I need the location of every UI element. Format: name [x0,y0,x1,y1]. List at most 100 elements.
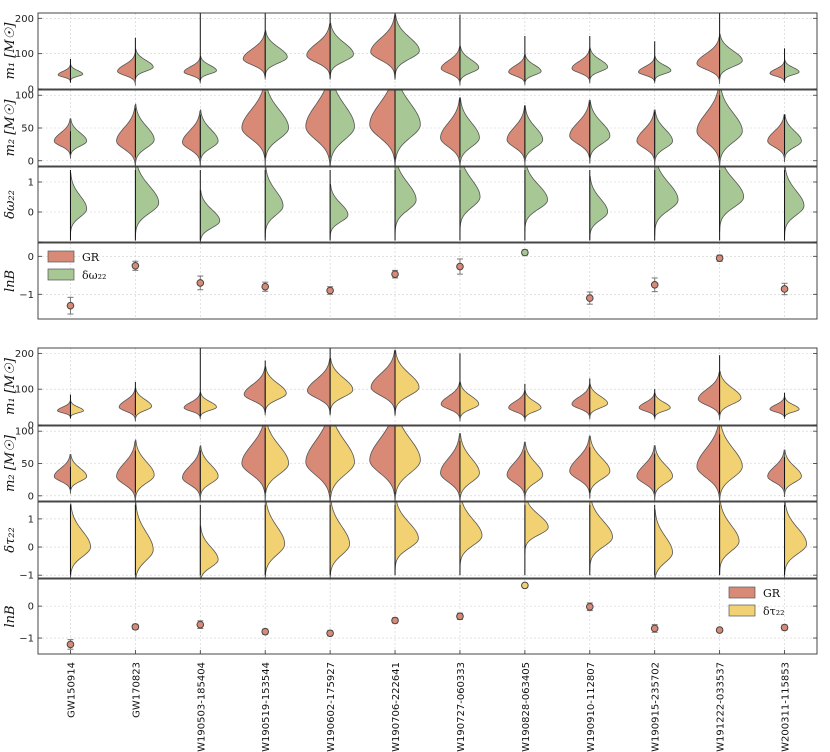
violin-right-GW190727-060333 [459,433,480,502]
violin-right-GW170823 [134,439,155,502]
y-tick-label: 1 [28,178,34,189]
x-tick-label-GW190602-175927: GW190602-175927 [326,662,337,752]
lnb-point-GW191222-033537 [715,254,724,263]
violin-right-GW190706-222641 [394,14,420,79]
violin-left-GW190503-185404 [183,392,201,420]
panel-frame [37,166,818,243]
violin-left-GW170823 [118,388,136,422]
violin-right-GW191222-033537 [719,166,745,233]
panel-frame [37,501,818,579]
violin-left-GW190602-175927 [305,425,331,502]
lnb-point-GW150914 [66,640,75,649]
violin-left-GW150914 [53,118,71,159]
x-tick-label-GW150914: GW150914 [66,662,77,718]
violin-left-GW190519-153544 [242,32,266,80]
violin-right-GW190519-153544 [264,425,289,501]
lnb-point-GW190910-112807 [585,294,594,302]
violin-left-GW170823 [117,52,136,86]
y-tick-label: −1 [19,634,34,645]
y-tick-label: 50 [21,459,34,470]
violin-left-GW190602-175927 [306,23,331,80]
x-tick-label-GW190828-063405: GW190828-063405 [521,662,532,752]
lnb-point-GW190503-185404 [196,620,205,629]
legend-label-gr: GR [763,587,781,600]
violin-right-GW190519-153544 [264,89,289,166]
violin-left-GW190828-063405 [506,105,526,166]
y-tick-label: 200 [15,14,34,25]
legend-tau: GR δτ₂₂ [728,586,785,618]
lnb-point-GW190915-235702 [650,281,659,289]
violin-right-GW200311-115853 [784,449,802,498]
violin-right-GW190828-063405 [524,105,544,166]
lnb-point-GW190910-112807 [585,602,594,611]
violin-left-GW200311-115853 [767,113,785,162]
violin-left-GW190910-112807 [569,435,591,499]
panel-omega-lnb: −1 0 lnB [3,242,818,320]
violin-left-GW190503-185404 [183,57,201,84]
x-tick-label-GW170823: GW170823 [131,662,142,718]
y-tick-label: 200 [15,349,34,360]
y-tick-label: 100 [15,49,34,60]
violin-right-GW150914 [70,454,88,494]
legend-swatch-dev [728,604,756,617]
x-tick-label-GW190519-153544: GW190519-153544 [261,662,272,752]
violin-right-GW190706-222641 [394,89,421,167]
y-tick-label: 0 [28,252,34,263]
violin-right-GW190706-222641 [394,501,419,572]
violin-left-GW170823 [116,105,136,167]
violin-right-GW190503-185404 [199,392,217,419]
violin-right-GW190706-222641 [394,166,417,236]
panel-frame [37,347,818,426]
violin-left-GW190503-185404 [182,110,201,167]
violin-left-GW190910-112807 [569,99,591,164]
violin-left-GW190519-153544 [241,425,266,501]
violin-right-GW190706-222641 [394,425,421,502]
lnb-point-GW190828-063405 [521,248,529,257]
violin-right-GW190828-063405 [524,166,548,232]
violin-right-GW150914 [70,503,91,579]
violin-right-GW191222-033537 [719,425,743,502]
violin-left-GW190602-175927 [305,89,331,167]
violin-right-GW190602-175927 [329,184,349,239]
violin-left-GW200311-115853 [767,449,785,498]
lnb-point-GW190915-235702 [650,624,659,633]
violin-right-GW200311-115853 [784,396,800,419]
y-tick-label: 100 [15,385,34,396]
y-tick-label: 0 [28,491,34,502]
violin-right-GW200311-115853 [784,113,802,163]
violin-right-GW190910-112807 [589,47,609,83]
panel-frame [37,89,818,167]
violin-left-GW200311-115853 [769,61,785,84]
lnb-point-GW170823 [131,623,140,631]
panel-frame [37,12,818,90]
x-tick-label-GW190915-235702: GW190915-235702 [651,662,662,752]
violin-right-GW190602-175927 [329,357,354,415]
violin-left-GW190915-235702 [638,392,656,420]
legend-label-gr: GR [82,251,100,264]
y-tick-label: 0 [28,543,34,554]
violin-left-GW190706-222641 [370,350,396,416]
violin-right-GW190602-175927 [329,501,350,579]
violin-right-GW190602-175927 [329,22,354,79]
violin-right-GW190915-235702 [654,392,671,420]
y-tick-label: 0 [28,85,34,96]
lnb-point-GW190519-153544 [261,627,270,636]
y-axis-label: δω₂₂ [3,190,18,219]
violin-right-GW190602-175927 [329,89,355,167]
violin-right-GW170823 [134,103,155,167]
violin-right-GW191222-033537 [719,370,742,420]
violin-right-GW150914 [70,118,88,159]
violin-right-GW190519-153544 [264,501,286,579]
violin-left-GW190727-060333 [440,381,461,422]
violin-left-GW190727-060333 [440,46,461,86]
lnb-point-GW200311-115853 [780,285,789,293]
panel-frame [37,578,818,655]
violin-left-GW190915-235702 [636,445,656,501]
violin-right-GW200311-115853 [784,166,805,238]
y-axis-label: lnB [3,270,18,292]
violin-right-GW190519-153544 [264,30,288,78]
violin-right-GW191222-033537 [719,501,740,575]
